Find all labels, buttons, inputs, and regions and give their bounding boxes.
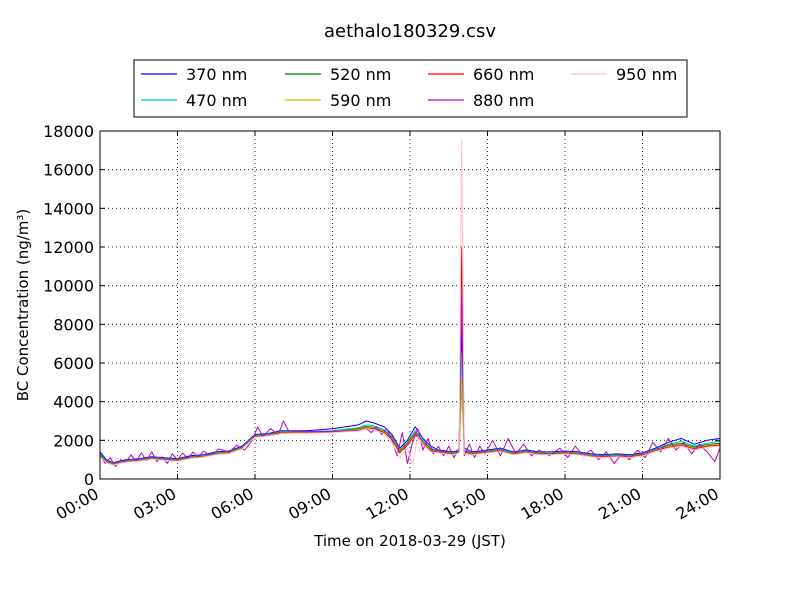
x-tick-label: 18:00	[518, 484, 567, 524]
chart-title: aethalo180329.csv	[324, 21, 496, 42]
legend-entry: 590 nm	[330, 91, 391, 110]
legend-box	[133, 59, 688, 118]
series-line-950-nm	[99, 138, 721, 466]
legend-entry: 520 nm	[330, 65, 391, 84]
y-tick-label: 4000	[53, 393, 94, 412]
x-tick-label: 15:00	[440, 484, 489, 524]
legend-entry: 370 nm	[186, 65, 247, 84]
y-axis-label: BC Concentration (ng/m³)	[14, 209, 32, 402]
legend-entry: 950 nm	[616, 65, 677, 84]
x-tick-label: 06:00	[208, 484, 257, 524]
legend: 370 nm 470 nm 520 nm 590 nm 660 nm 880 nm 950 …	[133, 59, 688, 118]
x-tick-label: 12:00	[363, 484, 412, 524]
y-tick-label: 10000	[43, 277, 94, 296]
x-tick-label: 00:00	[53, 484, 102, 524]
x-tick-label: 09:00	[285, 484, 334, 524]
y-tick-label: 18000	[43, 122, 94, 141]
y-tick-label: 2000	[53, 431, 94, 450]
x-axis-label: Time on 2018-03-29 (JST)	[313, 532, 506, 550]
axis-ticks: 00:00 03:00 06:00 09:00 12:00 15:00 18:00 21:00…	[43, 122, 722, 524]
legend-entry: 660 nm	[473, 65, 534, 84]
y-tick-label: 6000	[53, 354, 94, 373]
y-tick-label: 14000	[43, 199, 94, 218]
series-layer	[99, 138, 721, 467]
y-tick-label: 0	[84, 470, 94, 489]
grid	[100, 131, 720, 479]
x-tick-label: 03:00	[130, 484, 179, 524]
series-line-470-nm	[99, 352, 721, 464]
y-tick-label: 12000	[43, 238, 94, 257]
series-line-880-nm	[99, 294, 721, 467]
y-tick-label: 8000	[53, 315, 94, 334]
y-tick-label: 16000	[43, 161, 94, 180]
x-tick-label: 24:00	[673, 484, 722, 524]
x-tick-label: 21:00	[595, 484, 644, 524]
legend-entry: 470 nm	[186, 91, 247, 110]
legend-entry: 880 nm	[473, 91, 534, 110]
